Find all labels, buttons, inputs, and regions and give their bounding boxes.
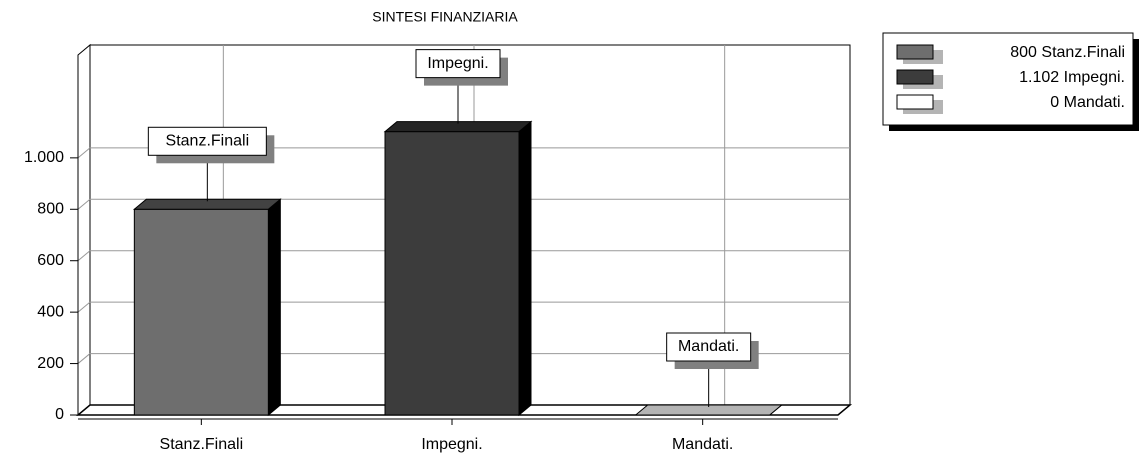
grid-line (77, 198, 91, 210)
legend-name: Stanz.Finali (1041, 44, 1125, 61)
grid-line (77, 147, 91, 159)
annotation-label: Impegni. (427, 55, 488, 72)
legend-label: 1.102 Impegni. (1019, 69, 1125, 86)
y-tick-label: 0 (55, 406, 64, 423)
grid-line (77, 301, 91, 313)
legend-swatch (896, 69, 934, 85)
bar (384, 131, 520, 416)
legend-name: Impegni. (1064, 69, 1125, 86)
annotation-box (666, 332, 752, 362)
grid-line (77, 353, 91, 364)
bar-top (383, 121, 533, 133)
x-tick-label: Stanz.Finali (160, 436, 244, 453)
y-tick-label: 200 (37, 355, 64, 372)
x-tick-label: Mandati. (672, 436, 733, 453)
y-tick-label: 400 (37, 303, 64, 320)
chart-title: SINTESI FINANZIARIA (372, 9, 518, 25)
legend-label: 0 Mandati. (1050, 94, 1125, 111)
legend-name: Mandati. (1064, 94, 1125, 111)
legend-swatch (896, 94, 934, 110)
y-tick-label: 600 (37, 252, 64, 269)
bar-top (132, 198, 282, 210)
legend-swatch (896, 44, 934, 60)
x-tick-label: Impegni. (421, 436, 482, 453)
y-tick-label: 1.000 (24, 149, 64, 166)
legend-label: 800 Stanz.Finali (1010, 44, 1125, 61)
annotation-box (147, 126, 267, 156)
grid-line (77, 250, 91, 262)
y-tick-label: 800 (37, 201, 64, 218)
bar-side (267, 198, 281, 417)
bar-side (518, 120, 532, 417)
annotation-label: Stanz.Finali (166, 133, 250, 150)
bar (133, 208, 269, 416)
annotation-box (415, 49, 501, 79)
legend-value: 800 (1010, 44, 1037, 61)
annotation-label: Mandati. (678, 338, 739, 355)
legend-value: 1.102 (1019, 69, 1059, 86)
bar-top (634, 404, 784, 416)
left-wall (77, 43, 91, 417)
legend-value: 0 (1050, 94, 1059, 111)
